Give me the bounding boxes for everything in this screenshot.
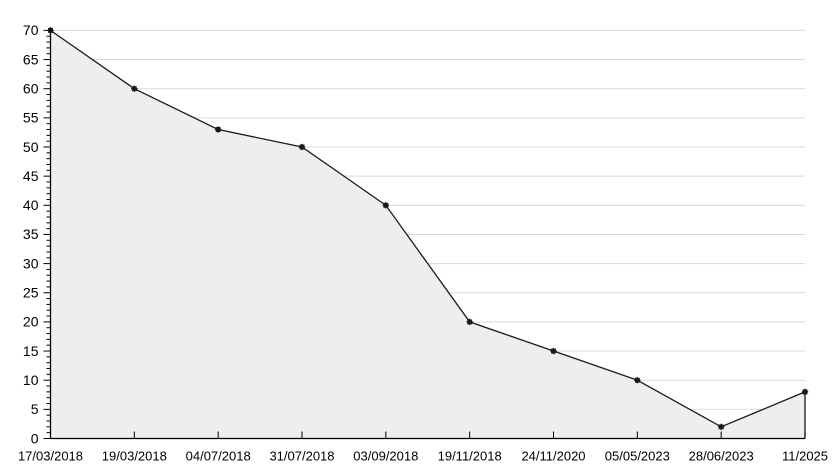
svg-text:70: 70	[23, 22, 39, 38]
svg-text:28/06/2023: 28/06/2023	[689, 449, 754, 464]
svg-text:19/03/2018: 19/03/2018	[102, 449, 167, 464]
svg-text:19/11/2018: 19/11/2018	[438, 449, 502, 464]
svg-text:30: 30	[23, 255, 39, 271]
svg-text:40: 40	[23, 197, 39, 213]
svg-text:5: 5	[31, 401, 39, 417]
svg-text:17/03/2018: 17/03/2018	[18, 449, 83, 464]
svg-text:60: 60	[23, 81, 39, 97]
svg-text:10: 10	[23, 372, 39, 388]
svg-text:20: 20	[23, 314, 39, 330]
svg-text:05/05/2023: 05/05/2023	[605, 449, 670, 464]
svg-text:31/07/2018: 31/07/2018	[269, 449, 334, 464]
svg-text:15: 15	[23, 343, 39, 359]
svg-text:04/07/2018: 04/07/2018	[186, 449, 251, 464]
svg-text:50: 50	[23, 139, 39, 155]
svg-text:11/2025: 11/2025	[782, 449, 828, 464]
svg-text:24/11/2020: 24/11/2020	[521, 449, 585, 464]
svg-text:03/09/2018: 03/09/2018	[353, 449, 418, 464]
svg-text:65: 65	[23, 51, 39, 67]
svg-text:0: 0	[31, 430, 39, 446]
svg-text:35: 35	[23, 226, 39, 242]
svg-text:45: 45	[23, 168, 39, 184]
svg-text:55: 55	[23, 110, 39, 126]
svg-text:25: 25	[23, 285, 39, 301]
